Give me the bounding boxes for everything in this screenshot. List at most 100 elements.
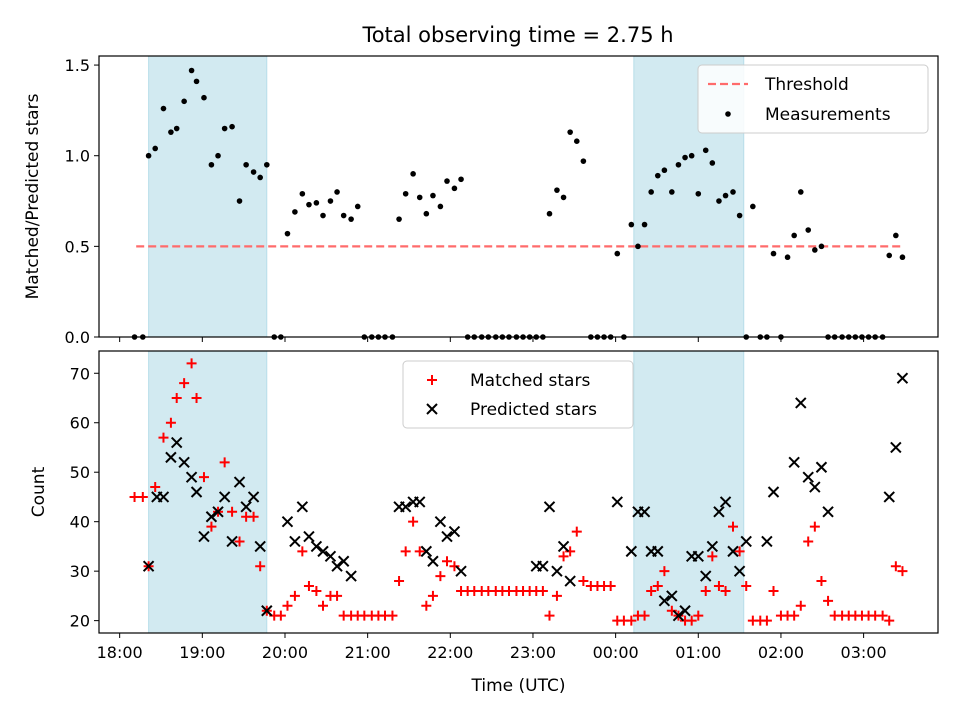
matched-star-point bbox=[186, 358, 197, 369]
matched-star-point bbox=[565, 546, 576, 557]
measurement-point bbox=[284, 230, 291, 237]
matched-star-point bbox=[803, 536, 814, 547]
matched-star-point bbox=[311, 585, 322, 596]
matched-star-point bbox=[303, 581, 314, 591]
measurement-point bbox=[635, 243, 641, 250]
matched-star-point bbox=[816, 576, 827, 587]
matched-star-point bbox=[768, 585, 779, 596]
predicted-star-point bbox=[247, 491, 260, 503]
measurement-point bbox=[243, 161, 249, 168]
matched-star-point bbox=[809, 521, 820, 532]
predicted-star-point bbox=[706, 540, 719, 553]
y-tick-label: 50 bbox=[70, 463, 90, 482]
matched-star-point bbox=[400, 546, 411, 557]
matched-star-point bbox=[741, 581, 752, 591]
x-tick-label: 01:00 bbox=[675, 643, 721, 662]
predicted-stars-points bbox=[142, 372, 909, 622]
predicted-star-point bbox=[883, 491, 895, 503]
predicted-star-point bbox=[761, 535, 773, 548]
top-shaded-spans bbox=[148, 55, 745, 338]
matched-star-point bbox=[198, 472, 209, 483]
matched-star-point bbox=[227, 506, 238, 517]
bottom-y-ticks: 20 30 40 50 60 70 bbox=[70, 364, 99, 631]
measurement-point bbox=[614, 250, 621, 257]
predicted-star-point bbox=[324, 550, 337, 563]
measurement-point bbox=[396, 216, 402, 222]
x-tick-label: 03:00 bbox=[841, 643, 887, 662]
matched-star-point bbox=[282, 600, 293, 611]
matched-star-point bbox=[255, 561, 266, 572]
measurement-point bbox=[654, 172, 661, 179]
measurement-point bbox=[722, 192, 729, 199]
measurement-point bbox=[201, 94, 207, 101]
predicted-star-point bbox=[658, 595, 671, 607]
matched-star-point bbox=[537, 585, 548, 596]
matched-star-point bbox=[297, 546, 308, 557]
predicted-star-point bbox=[317, 545, 329, 558]
measurement-point bbox=[402, 190, 409, 197]
measurement-point bbox=[168, 129, 174, 135]
x-tick-label: 19:00 bbox=[179, 643, 225, 662]
matched-star-point bbox=[332, 590, 343, 601]
predicted-star-point bbox=[679, 605, 691, 617]
measurement-point bbox=[784, 254, 791, 261]
predicted-star-point bbox=[557, 540, 570, 553]
measurement-point bbox=[173, 125, 180, 132]
matched-star-point bbox=[234, 536, 245, 547]
legend-measurements-label: Measurements bbox=[765, 105, 891, 125]
measurement-point bbox=[669, 189, 675, 195]
top-x-ticks bbox=[119, 337, 865, 342]
matched-star-point bbox=[427, 590, 438, 601]
measurement-point bbox=[628, 221, 635, 228]
predicted-star-point bbox=[261, 605, 273, 617]
measurement-point bbox=[160, 105, 167, 112]
legend-box bbox=[402, 360, 634, 429]
predicted-star-point bbox=[809, 481, 821, 493]
matched-star-point bbox=[686, 615, 697, 626]
measurement-point bbox=[580, 158, 587, 164]
measurement-point bbox=[236, 198, 243, 204]
legend-predicted-label: Predicted stars bbox=[470, 400, 597, 420]
predicted-star-point bbox=[240, 501, 252, 513]
predicted-star-point bbox=[427, 555, 439, 567]
measurement-point bbox=[736, 212, 743, 219]
predicted-star-point bbox=[414, 496, 426, 508]
measurement-point bbox=[348, 216, 354, 222]
matched-star-point bbox=[571, 526, 582, 537]
predicted-star-point bbox=[822, 506, 834, 518]
legend-matched-swatch bbox=[427, 375, 437, 385]
measurement-point bbox=[410, 171, 416, 177]
measurement-point bbox=[688, 152, 695, 159]
matched-star-point bbox=[544, 610, 555, 621]
bottom-panel: 20 30 40 50 60 70 18:00 19:00 20:00 21:00 22:00 23… bbox=[29, 350, 939, 696]
matched-star-point bbox=[693, 610, 704, 621]
matched-star-point bbox=[289, 590, 300, 601]
predicted-star-point bbox=[652, 545, 664, 558]
matched-star-point bbox=[558, 551, 569, 562]
measurement-point bbox=[306, 201, 312, 208]
matched-star-point bbox=[652, 581, 663, 591]
matched-star-point bbox=[158, 432, 169, 443]
measurement-point bbox=[567, 129, 573, 135]
predicted-star-point bbox=[254, 540, 266, 553]
predicted-star-point bbox=[178, 456, 190, 469]
bottom-legend: Matched stars Predicted stars bbox=[402, 360, 634, 429]
predicted-star-point bbox=[157, 491, 170, 503]
matched-star-point bbox=[884, 615, 895, 626]
predicted-star-point bbox=[795, 397, 807, 409]
matched-star-point bbox=[206, 521, 217, 532]
y-tick-label: 0.0 bbox=[65, 328, 90, 347]
legend-predicted-swatch bbox=[426, 403, 438, 415]
measurement-point bbox=[208, 161, 215, 168]
shaded-span bbox=[148, 55, 268, 338]
x-tick-label: 00:00 bbox=[593, 643, 639, 662]
predicted-star-point bbox=[448, 525, 461, 538]
matched-stars-points bbox=[129, 358, 908, 626]
y-tick-label: 70 bbox=[70, 364, 90, 383]
predicted-star-point bbox=[289, 535, 301, 548]
legend-threshold-label: Threshold bbox=[764, 75, 849, 95]
measurements-points bbox=[131, 67, 906, 340]
matched-star-point bbox=[897, 566, 908, 577]
matched-star-point bbox=[318, 600, 329, 611]
